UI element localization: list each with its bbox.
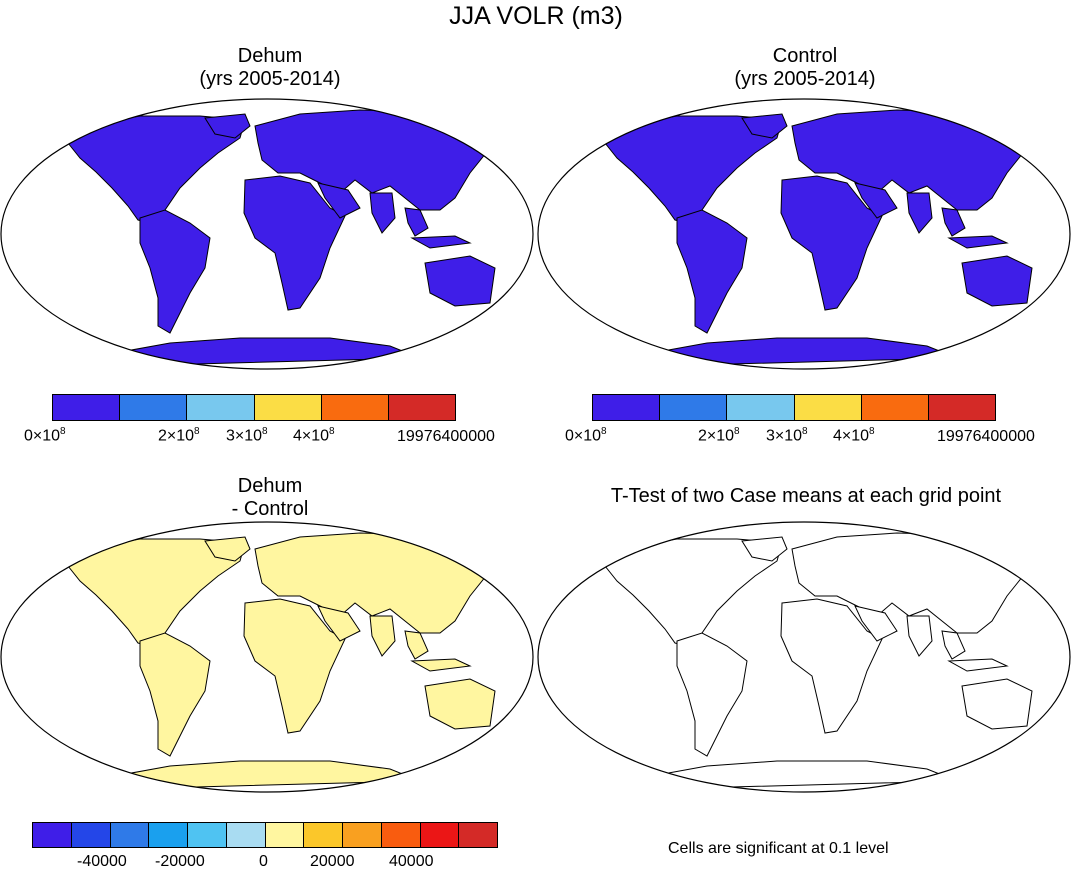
- landmass-india: [906, 192, 933, 234]
- colorbar-swatch: [33, 823, 72, 847]
- landmass-australia: [424, 678, 496, 730]
- map-frame: [0, 98, 534, 370]
- dehum-tick-label: 0×108: [24, 426, 66, 445]
- colorbar-swatch: [343, 823, 382, 847]
- colorbar-swatch: [727, 395, 795, 420]
- dehum-tick-label: 19976400000: [397, 428, 495, 445]
- landmass-greenland: [204, 113, 251, 139]
- control-title-line1: Control: [772, 45, 838, 67]
- colorbar-swatch: [321, 395, 389, 420]
- dehum-title-line2: (yrs 2005-2014): [199, 68, 341, 90]
- control-tick-label: 2×108: [698, 426, 740, 445]
- dehum-map: [0, 98, 534, 370]
- landmass-north-america: [63, 538, 246, 647]
- colorbar-swatch: [861, 395, 929, 420]
- landmass-india: [906, 615, 933, 657]
- landmass-indonesia: [947, 658, 1009, 672]
- colorbar-swatch: [304, 823, 343, 847]
- landmass-africa: [243, 598, 346, 734]
- landmass-arabia: [854, 182, 898, 219]
- landmass-arabia: [854, 605, 898, 642]
- dehum-panel-title: Dehum (yrs 2005-2014): [130, 45, 410, 91]
- colorbar-swatch: [149, 823, 188, 847]
- diff-colorbar: [32, 822, 498, 848]
- dehum-colorbar: [52, 394, 456, 421]
- landmass-australia: [424, 255, 496, 307]
- diff-tick-label: 20000: [310, 853, 355, 870]
- diff-tick-label: 40000: [389, 853, 434, 870]
- map-frame: [537, 521, 1071, 793]
- dehum-title-line1: Dehum: [237, 45, 303, 67]
- control-panel-title: Control (yrs 2005-2014): [665, 45, 945, 91]
- control-tick-label: 4×108: [833, 426, 875, 445]
- ttest-note: Cells are significant at 0.1 level: [668, 840, 889, 857]
- colorbar-swatch: [928, 395, 996, 420]
- landmass-south-america: [139, 632, 211, 757]
- landmass-australia: [961, 255, 1033, 307]
- control-tick-label: 3×108: [766, 426, 808, 445]
- landmass-se-asia: [941, 207, 966, 237]
- landmass-se-asia: [404, 207, 429, 237]
- ttest-panel-title: T-Test of two Case means at each grid po…: [610, 485, 1002, 507]
- diff-tick-label: -20000: [155, 853, 205, 870]
- diff-panel-title: Dehum - Control: [130, 475, 410, 521]
- diff-tick-label: 0: [259, 853, 268, 870]
- ttest-map: [537, 521, 1071, 793]
- colorbar-swatch: [188, 823, 227, 847]
- diff-title-line1: Dehum: [237, 475, 303, 497]
- map-frame: [537, 98, 1071, 370]
- landmass-africa: [243, 175, 346, 311]
- landmass-arabia: [317, 605, 361, 642]
- colorbar-swatch: [187, 395, 255, 420]
- dehum-tick-label: 3×108: [226, 426, 268, 445]
- diff-title-line2: - Control: [231, 498, 309, 520]
- colorbar-swatch: [120, 395, 188, 420]
- landmass-india: [369, 192, 396, 234]
- landmass-south-america: [676, 632, 748, 757]
- colorbar-swatch: [420, 823, 460, 847]
- control-title-line2: (yrs 2005-2014): [734, 68, 876, 90]
- control-tick-label: 19976400000: [937, 428, 1035, 445]
- landmass-greenland: [204, 536, 251, 562]
- landmass-north-america: [600, 538, 783, 647]
- colorbar-swatch: [110, 823, 150, 847]
- control-map: [537, 98, 1071, 370]
- diff-map: [0, 521, 534, 793]
- colorbar-swatch: [254, 395, 322, 420]
- colorbar-swatch: [53, 395, 121, 420]
- landmass-africa: [780, 175, 883, 311]
- landmass-australia: [961, 678, 1033, 730]
- dehum-tick-label: 4×108: [293, 426, 335, 445]
- landmass-south-america: [676, 209, 748, 334]
- landmass-india: [369, 615, 396, 657]
- control-colorbar: [592, 394, 996, 421]
- landmass-north-america: [600, 115, 783, 224]
- colorbar-swatch: [265, 823, 305, 847]
- colorbar-swatch: [381, 823, 421, 847]
- landmass-indonesia: [410, 235, 472, 249]
- colorbar-swatch: [794, 395, 862, 420]
- dehum-tick-label: 2×108: [158, 426, 200, 445]
- diff-tick-label: -40000: [77, 853, 127, 870]
- landmass-se-asia: [404, 630, 429, 660]
- landmass-indonesia: [947, 235, 1009, 249]
- landmass-africa: [780, 598, 883, 734]
- control-tick-label: 0×108: [565, 426, 607, 445]
- landmass-greenland: [741, 536, 788, 562]
- colorbar-swatch: [660, 395, 728, 420]
- main-title: JJA VOLR (m3): [449, 2, 623, 30]
- map-frame: [0, 521, 534, 793]
- colorbar-swatch: [459, 823, 497, 847]
- landmass-south-america: [139, 209, 211, 334]
- landmass-north-america: [63, 115, 246, 224]
- colorbar-swatch: [388, 395, 456, 420]
- colorbar-swatch: [593, 395, 661, 420]
- colorbar-swatch: [226, 823, 266, 847]
- landmass-indonesia: [410, 658, 472, 672]
- colorbar-swatch: [71, 823, 111, 847]
- landmass-greenland: [741, 113, 788, 139]
- landmass-arabia: [317, 182, 361, 219]
- landmass-se-asia: [941, 630, 966, 660]
